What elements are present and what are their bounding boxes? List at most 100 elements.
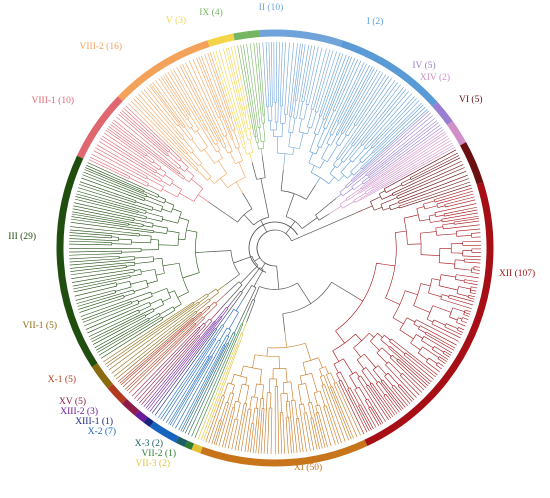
branch-tip [255,398,262,454]
branch-tip [237,45,255,137]
branch-tip [308,47,323,105]
branch-stem [388,361,402,375]
branch-stem [211,341,221,357]
clade-ring-segment [184,440,195,450]
branch-tip [363,127,443,185]
branch-tip [364,93,412,148]
branch-tip [425,333,454,351]
branch-stem [149,298,162,305]
branch-stem [266,347,268,357]
branch-tip [175,335,227,429]
branch-arc [194,323,197,325]
branch-stem [311,373,318,393]
branch-tip [439,356,448,362]
branch-stem [151,288,167,295]
branch-stem [227,329,232,337]
clade-ring-segment [143,416,154,427]
branch-tip [441,212,479,220]
branch-tip [124,323,196,390]
branch-tip [73,282,117,293]
branch-stem [418,352,428,361]
branch-arc [137,300,140,304]
branch-tip [434,203,477,213]
branch-tip [399,178,470,204]
branch-arc [380,379,384,382]
branch-stem [145,310,155,316]
backbone-stem [318,213,330,221]
branch-stem [281,123,284,137]
branch-tip [338,80,396,160]
branch-arc [256,383,264,386]
branch-stem [422,346,439,358]
branch-stem [204,148,215,164]
branch-tip [74,198,147,217]
branch-stem [144,199,163,207]
branch-stem [200,305,209,313]
branch-tip [329,62,365,135]
branch-tip [164,73,191,114]
branch-stem [178,238,186,240]
clade-ring-segment [175,436,188,447]
branch-arc [391,384,395,388]
branch-tip [104,303,195,365]
branch-stem [299,101,303,119]
branch-tip [368,407,380,426]
branch-stem [158,195,166,200]
branch-stem [307,127,310,134]
clade-label: IX (4) [199,7,222,18]
branch-tip [311,402,323,449]
branch-arc [365,174,368,176]
branch-tip [179,65,220,142]
branch-stem [242,136,247,148]
branch-tip [212,51,244,149]
branch-arc [167,154,169,157]
branch-tip [398,358,429,387]
branch-tip [399,384,415,401]
branch-arc [326,143,332,146]
branch-stem [223,382,229,397]
clade-ring-segment [121,398,140,416]
branch-tip [322,54,347,119]
branch-tip [172,68,208,130]
branch-stem [360,375,368,386]
branch-stem [420,254,440,256]
branch-arc [158,313,161,316]
branch-stem [426,318,434,323]
clade-label: VII-2 (1) [141,448,176,459]
branch-arc [364,146,367,150]
branch-arc [391,193,394,196]
branch-stem [282,382,285,394]
branch-stem [376,262,395,267]
branch-tip [291,43,301,117]
branch-stem [193,293,208,304]
branch-stem [326,134,332,144]
clade-ring-segment [364,182,494,447]
clade-ring [56,29,494,467]
branch-stem [184,126,194,139]
branch-stem [148,313,160,320]
branch-tip [240,44,257,137]
branch-stem [343,358,353,374]
branch-tip [121,110,169,153]
branch-tip [209,52,232,118]
clade-ring-segment [117,40,210,102]
branch-tip [358,133,447,193]
branch-tip [372,102,422,152]
branch-tip [100,318,164,359]
branch-tip [75,289,116,301]
branch-stem [420,283,431,287]
branch-tip [310,418,318,450]
clade-label: V (3) [166,15,186,26]
branch-tip [73,277,131,290]
branch-tip [118,317,193,382]
branch-stem [237,147,243,161]
branch-tip [258,408,263,454]
branch-stem [263,123,266,142]
branch-tip [464,279,479,283]
branch-tip [162,339,217,422]
branch-stem [196,300,211,313]
branch-stem [288,116,291,133]
backbone-stem [253,286,260,301]
branch-tip [358,405,372,431]
branch-tip [462,255,481,257]
